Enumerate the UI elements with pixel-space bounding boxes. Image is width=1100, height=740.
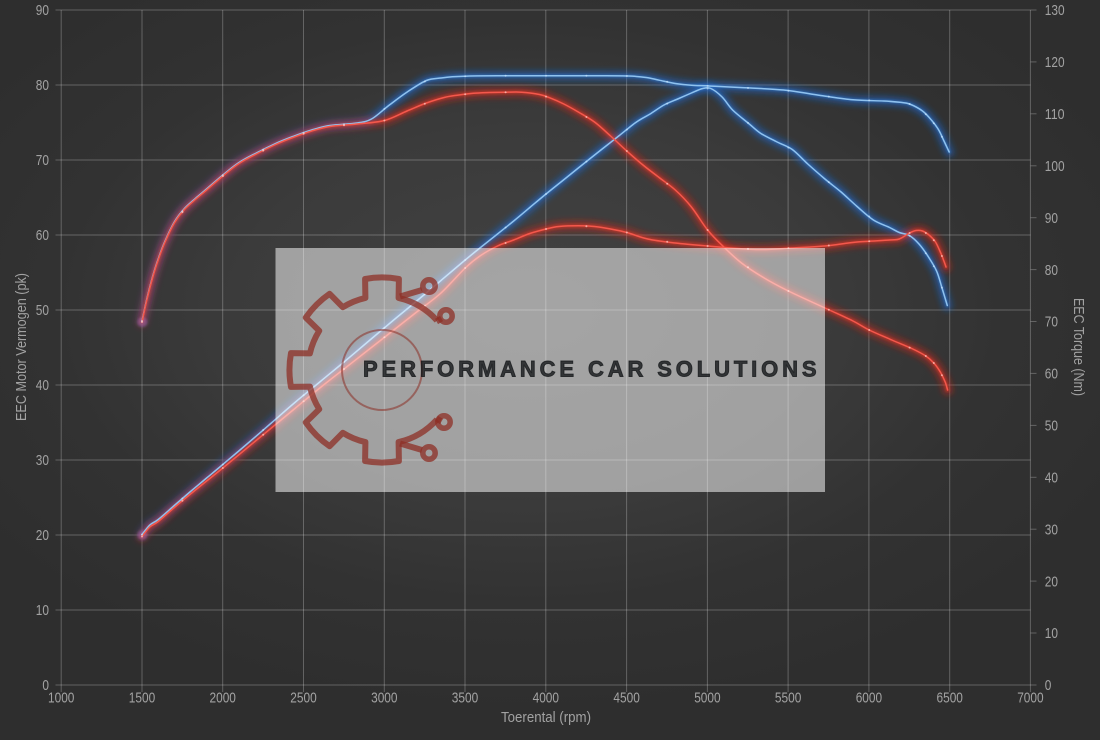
svg-text:Toerental (rpm): Toerental (rpm) (501, 709, 591, 726)
svg-text:1000: 1000 (48, 689, 74, 706)
svg-text:2000: 2000 (210, 689, 236, 706)
svg-text:EEC Motor Vermogen (pk): EEC Motor Vermogen (pk) (13, 273, 30, 421)
svg-text:40: 40 (36, 377, 49, 394)
svg-text:5000: 5000 (694, 689, 720, 706)
svg-text:30: 30 (36, 452, 49, 469)
svg-text:PERFORMANCE CAR SOLUTIONS: PERFORMANCE CAR SOLUTIONS (363, 357, 820, 382)
svg-text:20: 20 (1045, 573, 1058, 590)
svg-text:5500: 5500 (775, 689, 801, 706)
svg-text:10: 10 (1045, 625, 1058, 642)
svg-text:80: 80 (36, 77, 49, 94)
svg-text:0: 0 (42, 677, 49, 694)
svg-text:70: 70 (36, 152, 49, 169)
svg-text:80: 80 (1045, 262, 1058, 279)
svg-text:130: 130 (1045, 2, 1065, 19)
svg-text:6500: 6500 (937, 689, 963, 706)
svg-text:7000: 7000 (1017, 689, 1043, 706)
svg-text:10: 10 (36, 602, 49, 619)
svg-text:EEC Torque (Nm): EEC Torque (Nm) (1070, 298, 1087, 396)
svg-text:60: 60 (36, 227, 49, 244)
svg-text:90: 90 (1045, 210, 1058, 227)
svg-text:50: 50 (36, 302, 49, 319)
svg-text:1500: 1500 (129, 689, 155, 706)
svg-text:110: 110 (1045, 106, 1065, 123)
svg-text:4500: 4500 (613, 689, 639, 706)
svg-text:50: 50 (1045, 418, 1058, 435)
svg-text:4000: 4000 (533, 689, 559, 706)
svg-text:30: 30 (1045, 521, 1058, 538)
svg-text:90: 90 (36, 2, 49, 19)
svg-text:2500: 2500 (290, 689, 316, 706)
svg-text:120: 120 (1045, 54, 1065, 71)
svg-text:3000: 3000 (371, 689, 397, 706)
svg-text:0: 0 (1045, 677, 1052, 694)
svg-text:70: 70 (1045, 314, 1058, 331)
svg-text:100: 100 (1045, 158, 1065, 175)
svg-text:60: 60 (1045, 366, 1058, 383)
svg-text:20: 20 (36, 527, 49, 544)
svg-text:6000: 6000 (856, 689, 882, 706)
svg-text:3500: 3500 (452, 689, 478, 706)
svg-text:40: 40 (1045, 470, 1058, 487)
